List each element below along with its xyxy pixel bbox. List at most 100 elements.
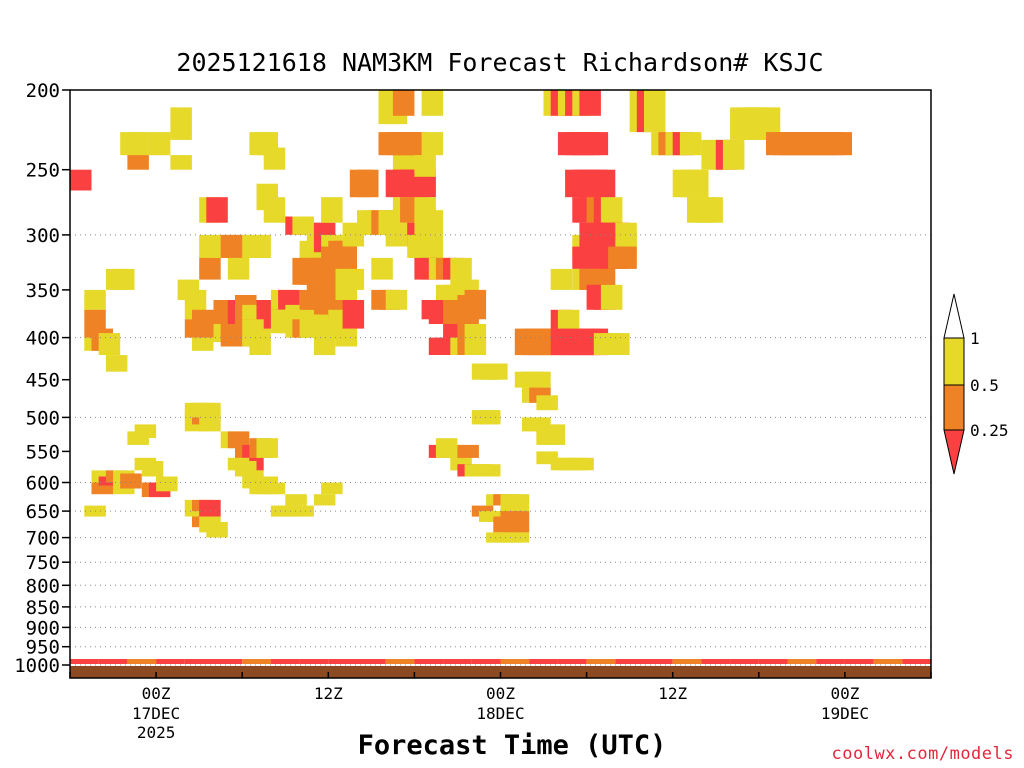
heatmap-cell xyxy=(557,309,580,329)
heatmap-cell xyxy=(199,402,221,418)
x-tick-label: 19DEC xyxy=(821,704,869,723)
heatmap-cell xyxy=(342,300,365,329)
heatmap-cell xyxy=(328,659,357,664)
heatmap-cell xyxy=(615,246,637,269)
heatmap-cell xyxy=(70,659,99,664)
heatmap-cell xyxy=(550,268,573,290)
x-tick-label: 00Z xyxy=(830,684,859,703)
heatmap-cell xyxy=(421,210,444,235)
heatmap-cell xyxy=(464,289,487,320)
heatmap-cells xyxy=(70,90,931,665)
heatmap-cell xyxy=(105,355,128,372)
heatmap-cell xyxy=(270,659,300,664)
heatmap-cell xyxy=(206,521,228,538)
heatmap-cell xyxy=(600,284,623,310)
heatmap-cell xyxy=(213,659,243,664)
y-tick-label: 850 xyxy=(26,597,60,619)
heatmap-cell xyxy=(249,333,271,355)
heatmap-cell xyxy=(127,155,149,170)
heatmap-cell xyxy=(256,438,278,458)
heatmap-cell xyxy=(830,132,852,156)
colorbar-top-triangle xyxy=(943,293,965,339)
heatmap-cell xyxy=(421,90,444,116)
heatmap-cell xyxy=(357,659,386,664)
heatmap-cell xyxy=(421,234,444,258)
heatmap-cell xyxy=(500,659,530,664)
heatmap-cell xyxy=(127,659,157,664)
heatmap-cell xyxy=(644,659,673,664)
y-tick-label: 800 xyxy=(26,575,60,597)
heatmap-cell xyxy=(313,494,336,506)
y-tick-label: 900 xyxy=(26,617,60,639)
heatmap-cell xyxy=(816,659,845,664)
heatmap-cell xyxy=(242,659,271,664)
x-tick-label: 18DEC xyxy=(476,704,524,723)
heatmap-cell xyxy=(787,659,817,664)
y-axis-ticks: 200 250 300 350 400 450 500 550 600 650 7007508008… xyxy=(14,80,70,677)
x-tick-label: 12Z xyxy=(658,684,687,703)
x-tick-label: 00Z xyxy=(142,684,171,703)
heatmap-cell xyxy=(593,268,616,290)
y-tick-label: 250 xyxy=(26,160,60,182)
heatmap-cell xyxy=(184,659,214,664)
heatmap-cell xyxy=(464,337,487,355)
heatmap-cell xyxy=(156,476,178,492)
heatmap-cell xyxy=(586,659,616,664)
heatmap-cell xyxy=(263,147,286,170)
y-tick-label: 350 xyxy=(26,280,60,302)
colorbar-segment xyxy=(943,337,965,386)
heatmap-cell xyxy=(593,169,616,198)
heatmap-cell xyxy=(263,197,286,223)
heatmap-cell xyxy=(507,494,530,512)
heatmap-cell xyxy=(170,107,192,140)
heatmap-cell xyxy=(902,659,931,664)
heatmap-cell xyxy=(371,257,393,280)
heatmap-cell xyxy=(615,222,637,247)
heatmap-cell xyxy=(98,333,121,355)
heatmap-cell xyxy=(529,659,558,664)
heatmap-cell xyxy=(192,309,214,338)
heatmap-cell xyxy=(199,499,221,517)
heatmap-cell xyxy=(414,659,444,664)
heatmap-cell xyxy=(701,197,723,223)
heatmap-cell xyxy=(70,169,92,191)
heatmap-cell xyxy=(844,659,874,664)
heatmap-cell xyxy=(672,659,702,664)
y-tick-label: 500 xyxy=(26,407,60,429)
y-tick-label: 750 xyxy=(26,552,60,574)
heatmap-cell xyxy=(342,268,365,290)
heatmap-cell xyxy=(471,505,494,517)
heatmap-cell xyxy=(758,659,788,664)
heatmap-cell xyxy=(873,659,903,664)
heatmap-cell xyxy=(543,431,565,445)
heatmap-cell xyxy=(249,234,271,258)
colorbar-label: 0.5 xyxy=(970,376,999,395)
y-tick-label: 1000 xyxy=(14,655,60,677)
heatmap-cell xyxy=(457,444,479,458)
heatmap-cell xyxy=(299,659,329,664)
heatmap-cell xyxy=(486,363,508,380)
heatmap-cell xyxy=(91,482,113,495)
heatmap-cell xyxy=(600,197,623,223)
heatmap-cell xyxy=(615,659,644,664)
y-tick-label: 400 xyxy=(26,328,60,350)
heatmap-cell xyxy=(321,482,343,495)
y-tick-label: 600 xyxy=(26,473,60,495)
heatmap-cell xyxy=(722,139,745,170)
x-tick-label: 00Z xyxy=(486,684,515,703)
heatmap-cell xyxy=(385,289,408,310)
heatmap-cell xyxy=(414,155,436,177)
heatmap-cell xyxy=(263,482,286,495)
heatmap-cell xyxy=(507,532,530,543)
heatmap-cell xyxy=(557,659,587,664)
heatmap-cell xyxy=(98,659,128,664)
heatmap-cell xyxy=(278,505,300,517)
x-axis-label: Forecast Time (UTC) xyxy=(357,730,667,761)
source-credit: coolwx.com/models xyxy=(831,744,1014,764)
heatmap-cell xyxy=(141,461,164,477)
heatmap-cell xyxy=(730,659,759,664)
y-tick-label: 200 xyxy=(26,80,60,102)
heatmap-cell xyxy=(148,132,171,156)
